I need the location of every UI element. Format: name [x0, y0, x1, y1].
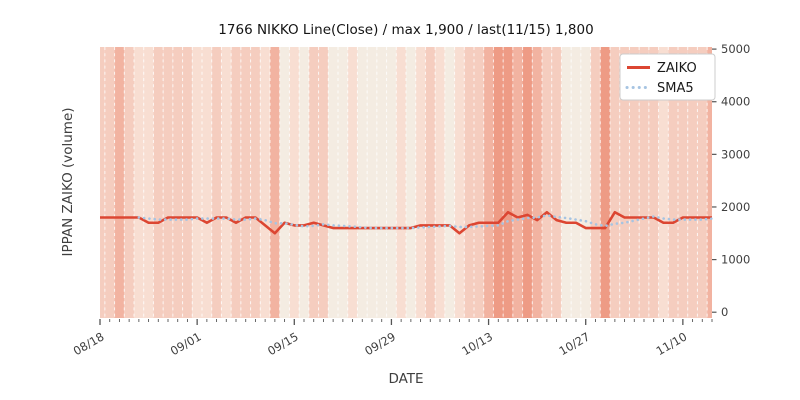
day-heat-stripe	[396, 47, 406, 318]
day-heat-stripe	[202, 47, 212, 318]
legend-label-sma5: SMA5	[657, 81, 694, 96]
sma5-line	[137, 214, 714, 230]
day-heat-stripe	[493, 47, 504, 318]
y-tick-label: 1000	[721, 253, 750, 267]
day-heat-stripe	[250, 47, 261, 318]
day-heat-stripe	[172, 47, 183, 318]
day-heat-stripe	[542, 47, 552, 318]
day-heat-stripe	[406, 47, 416, 318]
day-heat-stripe	[610, 47, 620, 318]
day-heat-stripe	[260, 47, 270, 318]
day-heat-stripe	[532, 47, 542, 318]
day-heat-stripe	[338, 47, 348, 318]
day-heat-stripe	[182, 47, 193, 318]
day-heat-stripe	[454, 47, 465, 318]
day-heat-stripe	[240, 47, 251, 318]
day-heat-stripe	[571, 47, 581, 318]
y-tick-label: 0	[721, 305, 728, 319]
day-heat-stripe	[648, 47, 659, 318]
day-heat-stripe	[308, 47, 319, 318]
day-heat-stripe	[444, 47, 455, 318]
day-heat-stripe	[100, 47, 105, 318]
day-heat-stripe	[124, 47, 134, 318]
day-heat-stripe	[474, 47, 484, 318]
heat-stripe-layer	[100, 47, 712, 318]
chart-title: 1766 NIKKO Line(Close) / max 1,900 / las…	[218, 22, 593, 38]
day-heat-stripe	[163, 47, 173, 318]
day-heat-stripe	[279, 47, 290, 318]
day-heat-stripe	[192, 47, 202, 318]
day-heat-stripe	[503, 47, 513, 318]
day-heat-stripe	[270, 47, 280, 318]
y-axis-title: IPPAN ZAIKO (volume)	[60, 107, 76, 256]
y-tick-label: 5000	[721, 42, 750, 56]
day-heat-stripe	[629, 47, 640, 318]
x-tick-label: 11/10	[654, 329, 690, 358]
day-heat-stripe	[590, 47, 601, 318]
day-heat-stripe	[386, 47, 397, 318]
day-heat-stripe	[376, 47, 387, 318]
x-tick-label: 09/29	[362, 329, 398, 358]
x-tick-label: 09/15	[265, 329, 301, 358]
day-heat-stripe	[435, 47, 445, 318]
day-heat-stripe	[522, 47, 533, 318]
day-heat-stripe	[211, 47, 222, 318]
day-heat-stripe	[561, 47, 572, 318]
day-heat-stripe	[580, 47, 591, 318]
day-heat-stripe	[483, 47, 494, 318]
series-layer	[100, 210, 714, 235]
day-heat-stripe	[464, 47, 474, 318]
legend: ZAIKO SMA5	[619, 53, 716, 101]
day-heat-stripe	[415, 47, 426, 318]
day-heat-stripe	[619, 47, 630, 318]
y-tick-label: 4000	[721, 95, 750, 109]
legend-box	[619, 53, 716, 101]
day-heat-stripe	[697, 47, 708, 318]
x-tick-label: 09/01	[168, 329, 204, 358]
day-heat-stripe	[328, 47, 338, 318]
day-heat-stripe	[600, 47, 610, 318]
y-tick-label: 2000	[721, 200, 750, 214]
day-heat-stripe	[367, 47, 377, 318]
x-tick-label: 10/13	[459, 329, 495, 358]
day-heat-stripe	[658, 47, 669, 318]
day-heat-stripe	[512, 47, 523, 318]
day-heat-stripe	[347, 47, 358, 318]
zaiko-line	[100, 210, 712, 235]
day-heat-stripe	[289, 47, 300, 318]
day-heat-stripe	[221, 47, 232, 318]
day-heat-stripe	[668, 47, 678, 318]
day-heat-stripe	[707, 47, 712, 318]
day-heat-stripe	[104, 47, 115, 318]
day-heat-stripe	[318, 47, 329, 318]
day-heat-stripe	[687, 47, 698, 318]
x-tick-label: 08/18	[71, 329, 107, 358]
x-tick-label: 10/27	[556, 329, 592, 358]
day-heat-stripe	[551, 47, 562, 318]
day-heat-stripe	[231, 47, 241, 318]
day-heat-stripe	[114, 47, 125, 318]
day-heat-stripe	[153, 47, 164, 318]
day-heat-stripe	[678, 47, 688, 318]
x-axis-title: DATE	[388, 371, 423, 387]
day-heat-stripe	[134, 47, 144, 318]
y-tick-label: 3000	[721, 147, 750, 161]
day-heat-stripe	[143, 47, 154, 318]
day-heat-stripe	[299, 47, 309, 318]
legend-label-zaiko: ZAIKO	[657, 61, 697, 76]
day-heat-stripe	[639, 47, 649, 318]
day-heat-stripe	[425, 47, 436, 318]
day-heat-stripe	[357, 47, 368, 318]
